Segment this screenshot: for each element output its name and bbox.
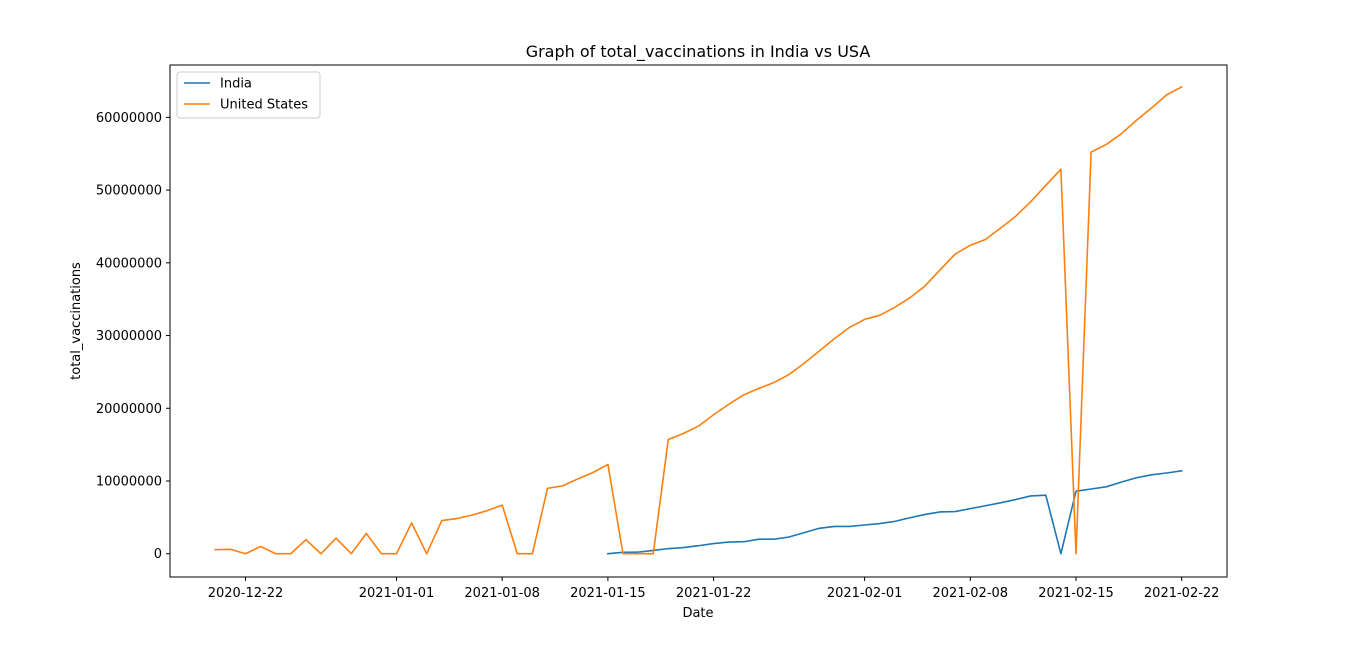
y-tick-label: 50000000 <box>96 184 162 199</box>
series-lines <box>214 85 1183 555</box>
x-tick-label: 2021-02-01 <box>827 586 903 601</box>
x-tick-label: 2021-01-22 <box>676 586 752 601</box>
y-tick-label: 30000000 <box>96 329 162 344</box>
x-tick-label: 2021-01-08 <box>464 586 540 601</box>
legend-label: India <box>220 77 252 92</box>
series-line-india <box>607 469 1183 555</box>
chart-title: Graph of total_vaccinations in India vs … <box>526 42 871 62</box>
x-axis-label: Date <box>682 606 713 621</box>
y-tick-label: 10000000 <box>96 475 162 490</box>
plot-frame <box>169 64 1228 578</box>
y-tick-label: 40000000 <box>96 256 162 271</box>
series-line-united-states <box>214 85 1183 555</box>
x-tick-label: 2021-02-22 <box>1144 586 1220 601</box>
y-axis: 0 10000000 20000000 30000000 40000000 5000000… <box>96 111 170 562</box>
legend-box <box>176 71 321 119</box>
legend-label: United States <box>220 98 308 113</box>
y-tick-label: 0 <box>154 547 162 562</box>
x-tick-label: 2021-02-15 <box>1038 586 1114 601</box>
x-tick-label: 2021-01-01 <box>359 586 435 601</box>
y-tick-label: 60000000 <box>96 111 162 126</box>
x-tick-label: 2020-12-22 <box>208 586 284 601</box>
y-axis-label: total_vaccinations <box>69 262 84 380</box>
x-tick-label: 2021-01-15 <box>570 586 646 601</box>
legend: India United States <box>176 71 321 119</box>
y-tick-label: 20000000 <box>96 402 162 417</box>
x-tick-label: 2021-02-08 <box>933 586 1009 601</box>
x-axis: 2020-12-22 2021-01-01 2021-01-08 2021-01-15… <box>208 577 1220 601</box>
